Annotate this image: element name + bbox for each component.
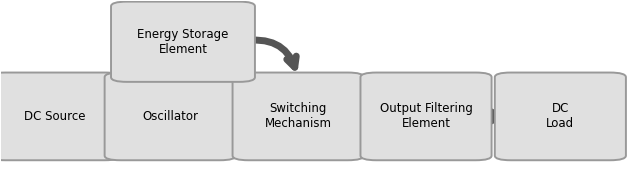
Text: Switching
Mechanism: Switching Mechanism <box>265 102 331 130</box>
FancyBboxPatch shape <box>233 73 363 160</box>
Text: DC
Load: DC Load <box>546 102 574 130</box>
FancyBboxPatch shape <box>360 73 492 160</box>
FancyBboxPatch shape <box>0 73 121 160</box>
FancyBboxPatch shape <box>104 73 236 160</box>
Text: Energy Storage
Element: Energy Storage Element <box>137 28 229 56</box>
Text: Oscillator: Oscillator <box>142 110 198 123</box>
FancyBboxPatch shape <box>495 73 626 160</box>
FancyArrowPatch shape <box>242 40 296 67</box>
Text: Output Filtering
Element: Output Filtering Element <box>379 102 472 130</box>
Text: DC Source: DC Source <box>24 110 86 123</box>
FancyArrowPatch shape <box>8 52 128 123</box>
FancyBboxPatch shape <box>111 2 255 82</box>
